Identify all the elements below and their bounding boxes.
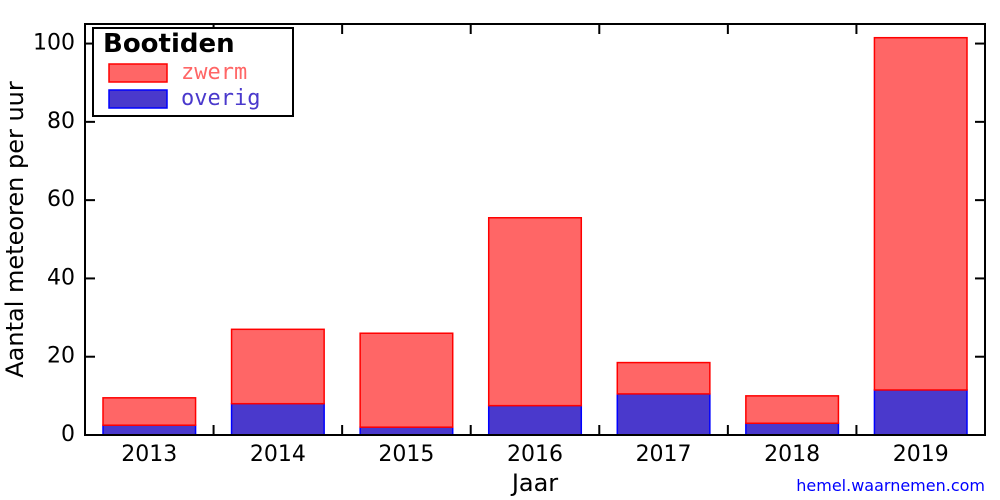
xtick-label: 2019 xyxy=(893,442,949,467)
bar-zwerm xyxy=(232,329,325,403)
legend-swatch xyxy=(109,90,167,108)
xtick-label: 2015 xyxy=(378,442,434,467)
bar-overig xyxy=(746,423,839,435)
bar-overig xyxy=(489,406,582,435)
ytick-label: 40 xyxy=(47,265,75,290)
bar-overig xyxy=(360,427,453,435)
legend-label: overig xyxy=(181,86,260,111)
xtick-label: 2014 xyxy=(250,442,306,467)
ytick-label: 20 xyxy=(47,344,75,369)
legend-label: zwerm xyxy=(181,60,247,85)
legend-swatch xyxy=(109,64,167,82)
chart-svg: 0 20 40 60 80 100 2013 2014 2015 2016 2017 2018 2019… xyxy=(0,0,1000,500)
ytick-label: 0 xyxy=(61,422,75,447)
y-axis-label: Aantal meteoren per uur xyxy=(1,81,29,378)
bar-zwerm xyxy=(103,398,196,425)
ytick-label: 100 xyxy=(33,31,75,56)
ytick-label: 80 xyxy=(47,109,75,134)
xtick-label: 2013 xyxy=(121,442,177,467)
ytick-label: 60 xyxy=(47,187,75,212)
chart-container: 0 20 40 60 80 100 2013 2014 2015 2016 2017 2018 2019… xyxy=(0,0,1000,500)
x-axis-label: Jaar xyxy=(510,469,558,497)
bar-zwerm xyxy=(746,396,839,423)
xtick-label: 2018 xyxy=(764,442,820,467)
credit-label: hemel.waarnemen.com xyxy=(796,476,985,495)
bar-zwerm xyxy=(617,363,710,394)
xtick-label: 2017 xyxy=(636,442,692,467)
legend: Bootidenzwermoverig xyxy=(93,28,293,116)
bar-overig xyxy=(617,394,710,435)
bar-overig xyxy=(232,404,325,435)
bar-zwerm xyxy=(489,218,582,406)
bar-overig xyxy=(103,425,196,435)
xtick-label: 2016 xyxy=(507,442,563,467)
chart-title: Bootiden xyxy=(103,29,235,59)
bar-zwerm xyxy=(360,333,453,427)
bar-overig xyxy=(874,390,967,435)
bar-zwerm xyxy=(874,38,967,390)
